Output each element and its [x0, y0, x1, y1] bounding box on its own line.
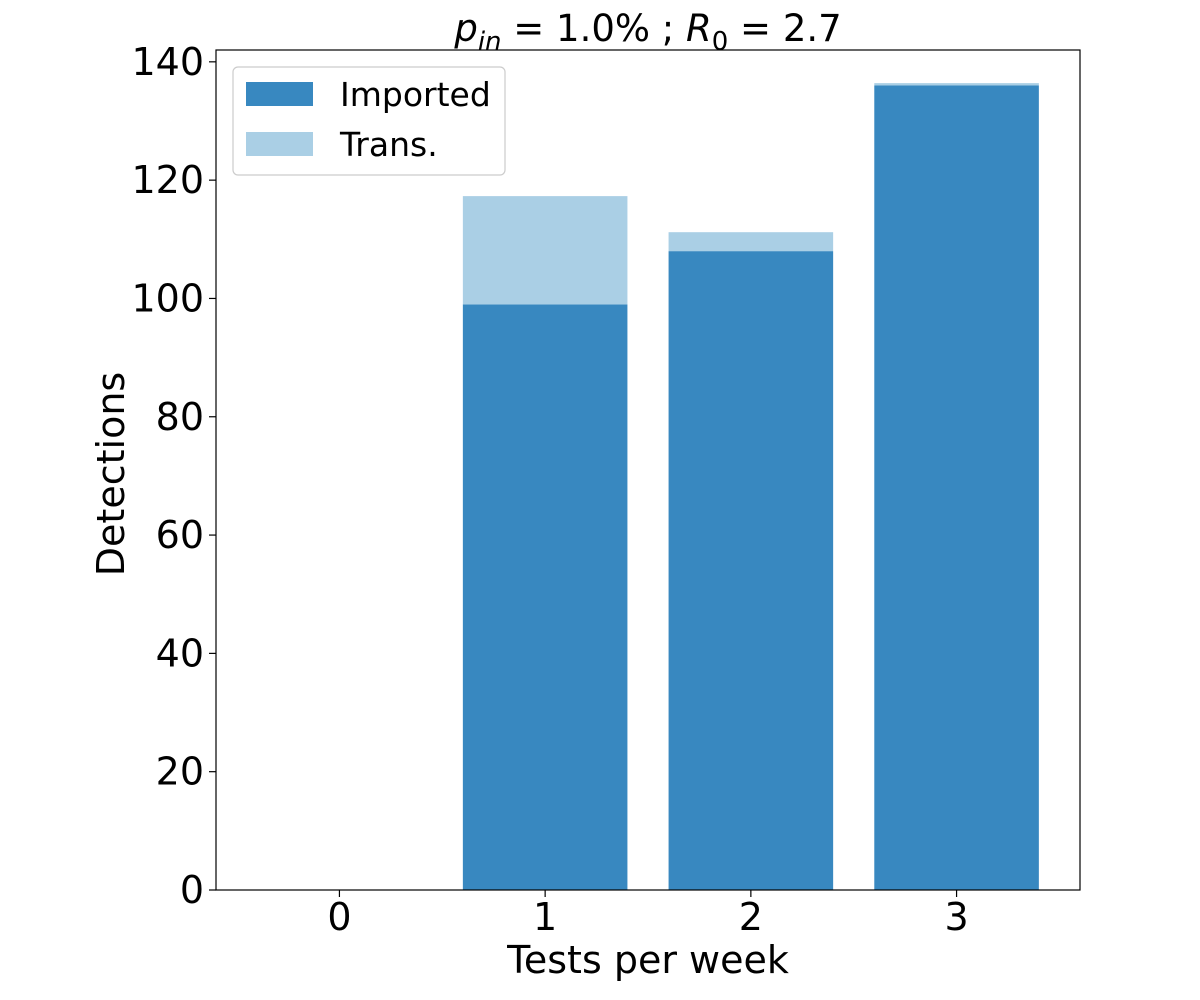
x-axis: 0 1 2 3 — [327, 890, 969, 939]
bar-trans-3 — [874, 83, 1039, 86]
legend-label-trans: Trans. — [339, 125, 438, 164]
bar-imported-3 — [874, 85, 1039, 890]
y-tick-label: 60 — [156, 513, 204, 557]
chart-title: pin = 1.0% ; R0 = 2.7 — [453, 7, 841, 57]
x-tick-label: 2 — [739, 895, 763, 939]
x-tick-label: 1 — [533, 895, 557, 939]
x-tick-label: 0 — [327, 895, 351, 939]
y-axis: 0 20 40 60 80 100 120 140 — [131, 40, 216, 912]
bar-trans-2 — [668, 232, 834, 252]
plot-frame — [215, 49, 1081, 891]
bars-layer — [462, 83, 1039, 890]
y-tick-label: 120 — [131, 158, 204, 202]
y-tick-label: 20 — [156, 750, 204, 794]
bar-imported-2 — [668, 251, 834, 890]
title-r-value: = 2.7 — [728, 7, 841, 50]
title-p-symbol: p — [453, 7, 478, 50]
legend-swatch-trans — [246, 132, 313, 156]
bar-imported-1 — [462, 304, 628, 890]
legend-swatch-imported — [246, 82, 313, 106]
y-tick-label: 0 — [180, 868, 204, 912]
x-axis-label: Tests per week — [506, 938, 789, 982]
y-tick-label: 80 — [156, 395, 204, 439]
y-tick-label: 40 — [156, 631, 204, 675]
y-tick-label: 100 — [131, 276, 204, 320]
x-tick-label: 3 — [944, 895, 968, 939]
y-tick-label: 140 — [131, 40, 204, 84]
y-axis-label: Detections — [89, 372, 133, 576]
title-r-subscript: 0 — [712, 27, 729, 57]
title-r-symbol: R — [686, 7, 712, 50]
legend: Imported Trans. — [232, 66, 506, 176]
title-p-subscript: in — [478, 27, 502, 57]
bar-trans-1 — [462, 196, 628, 305]
legend-label-imported: Imported — [340, 75, 491, 114]
title-p-value: = 1.0% ; — [502, 7, 687, 50]
